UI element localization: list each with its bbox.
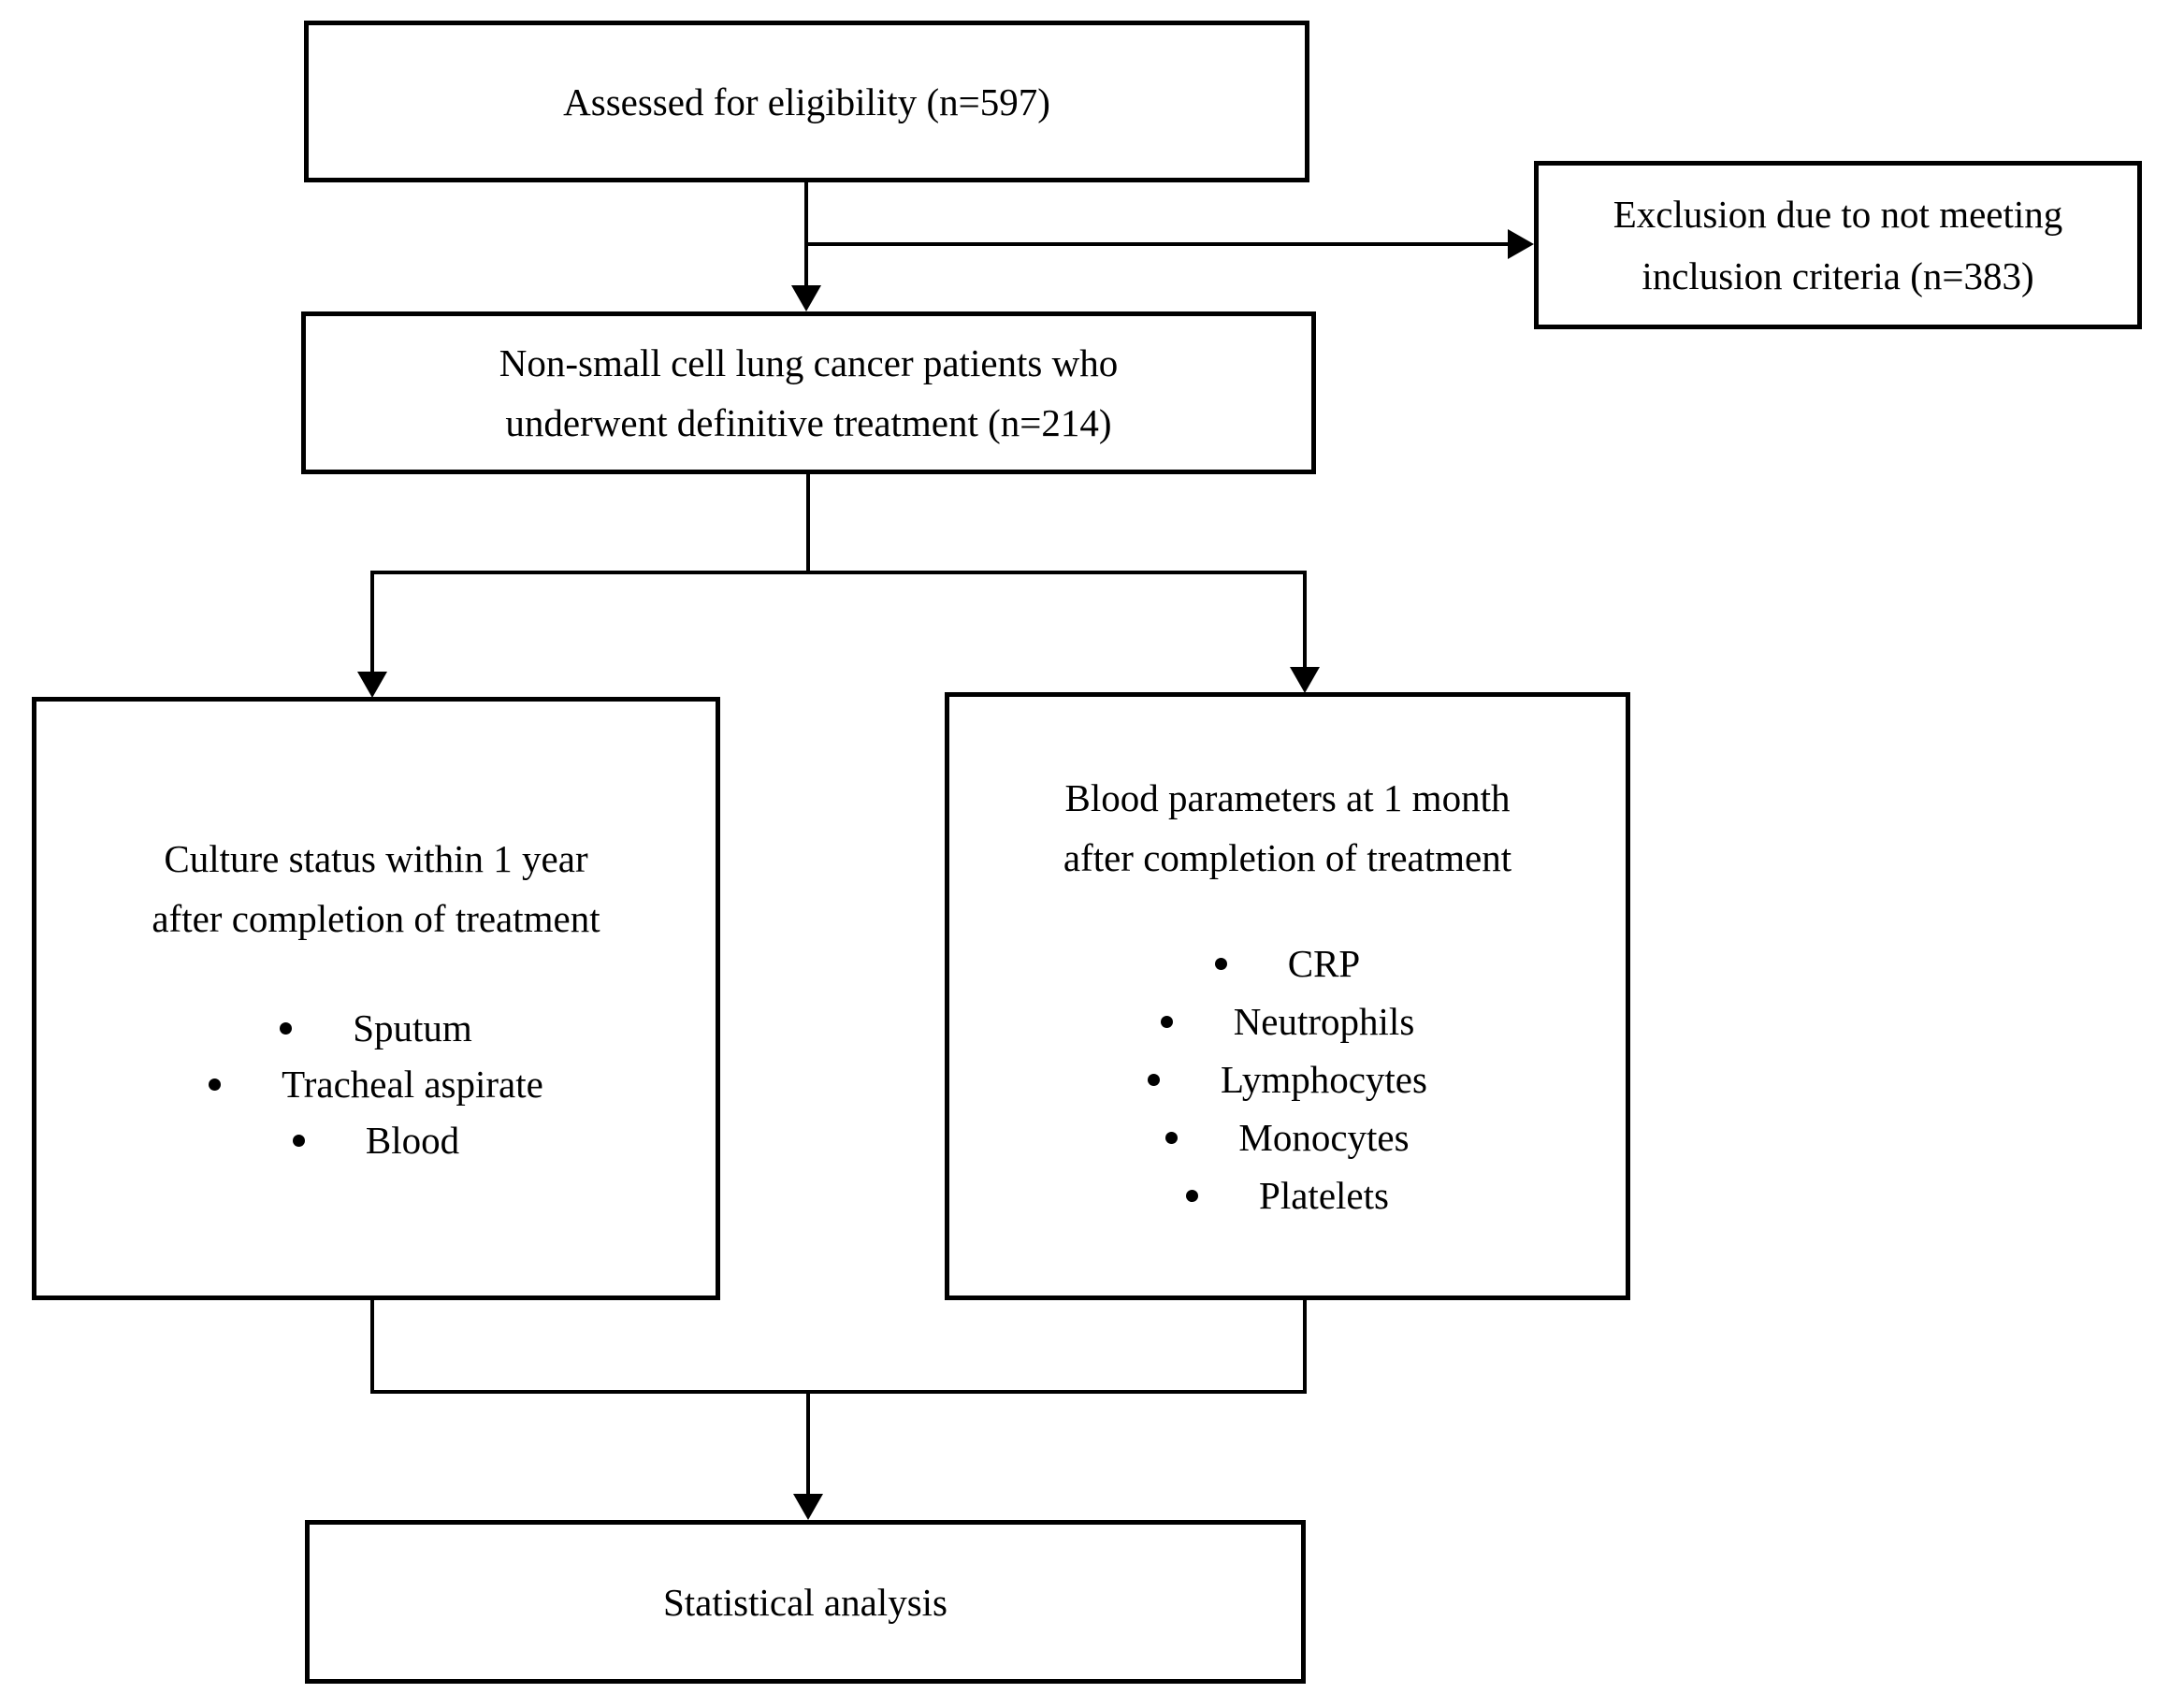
definitive-treatment-text-line2: underwent definitive treatment (n=214) <box>505 401 1112 444</box>
bullet-icon <box>1148 1073 1161 1086</box>
arrowhead-down-icon <box>791 285 821 311</box>
list-item: Blood <box>292 1112 460 1168</box>
arrowhead-down-icon <box>357 672 387 698</box>
list-item: Monocytes <box>1165 1108 1410 1166</box>
list-item: Tracheal aspirate <box>209 1056 543 1112</box>
connector-blood-down <box>1303 1300 1307 1394</box>
blood-bullet-lymphocytes: Lymphocytes <box>1221 1058 1427 1101</box>
definitive-treatment-text-line1: Non-small cell lung cancer patients who <box>499 341 1119 384</box>
assessed-eligibility-text: Assessed for eligibility (n=597) <box>563 80 1050 123</box>
arrowhead-down-icon <box>793 1494 823 1520</box>
connector-to-statistical <box>806 1392 810 1495</box>
bullet-icon <box>1186 1189 1199 1202</box>
definitive-treatment-box: Non-small cell lung cancer patients who … <box>301 311 1316 474</box>
culture-status-header-line1: Culture status within 1 year <box>164 837 588 880</box>
list-item: CRP <box>1214 934 1361 992</box>
connector-definitive-stem <box>806 474 810 574</box>
bullet-icon <box>1165 1131 1179 1144</box>
connector-assessed-to-definitive <box>804 182 808 287</box>
blood-parameters-list: CRP Neutrophils Lymphocytes Monocytes Pl… <box>1148 934 1427 1224</box>
culture-status-header: Culture status within 1 year after compl… <box>152 829 600 948</box>
culture-status-list: Sputum Tracheal aspirate Blood <box>209 1000 543 1168</box>
culture-status-box: Culture status within 1 year after compl… <box>32 697 720 1300</box>
connector-to-exclusion <box>806 242 1508 246</box>
bullet-icon <box>292 1134 305 1147</box>
connector-split-bar <box>370 571 1307 574</box>
blood-parameters-box: Blood parameters at 1 month after comple… <box>945 692 1630 1300</box>
bullet-icon <box>1214 957 1227 970</box>
connector-to-culture <box>370 571 374 673</box>
arrowhead-down-icon <box>1290 667 1320 693</box>
list-item: Neutrophils <box>1160 992 1415 1050</box>
exclusion-box: Exclusion due to not meeting inclusion c… <box>1534 161 2142 329</box>
exclusion-text-line2: inclusion criteria (n=383) <box>1642 254 2034 297</box>
blood-bullet-neutrophils: Neutrophils <box>1233 1000 1415 1043</box>
bullet-icon <box>209 1078 222 1091</box>
list-item: Lymphocytes <box>1148 1050 1427 1108</box>
assessed-eligibility-box: Assessed for eligibility (n=597) <box>304 21 1309 182</box>
blood-bullet-platelets: Platelets <box>1259 1174 1389 1217</box>
culture-bullet-sputum: Sputum <box>353 1006 472 1049</box>
culture-status-header-line2: after completion of treatment <box>152 897 600 940</box>
connector-to-blood <box>1303 571 1307 669</box>
blood-parameters-header-line1: Blood parameters at 1 month <box>1064 776 1511 819</box>
exclusion-text-line1: Exclusion due to not meeting <box>1613 193 2063 236</box>
blood-bullet-crp: CRP <box>1287 942 1361 985</box>
culture-bullet-tracheal-aspirate: Tracheal aspirate <box>282 1063 543 1106</box>
statistical-analysis-box: Statistical analysis <box>305 1520 1306 1684</box>
culture-bullet-blood: Blood <box>365 1119 460 1162</box>
arrowhead-right-icon <box>1508 229 1534 259</box>
connector-culture-down <box>370 1300 374 1394</box>
blood-parameters-header: Blood parameters at 1 month after comple… <box>1063 768 1511 888</box>
blood-parameters-header-line2: after completion of treatment <box>1063 836 1512 879</box>
list-item: Platelets <box>1186 1166 1389 1224</box>
bullet-icon <box>280 1021 293 1035</box>
statistical-analysis-text: Statistical analysis <box>662 1580 948 1624</box>
list-item: Sputum <box>280 1000 472 1056</box>
connector-merge-bar <box>370 1390 1307 1394</box>
bullet-icon <box>1160 1015 1173 1028</box>
blood-bullet-monocytes: Monocytes <box>1238 1116 1410 1159</box>
